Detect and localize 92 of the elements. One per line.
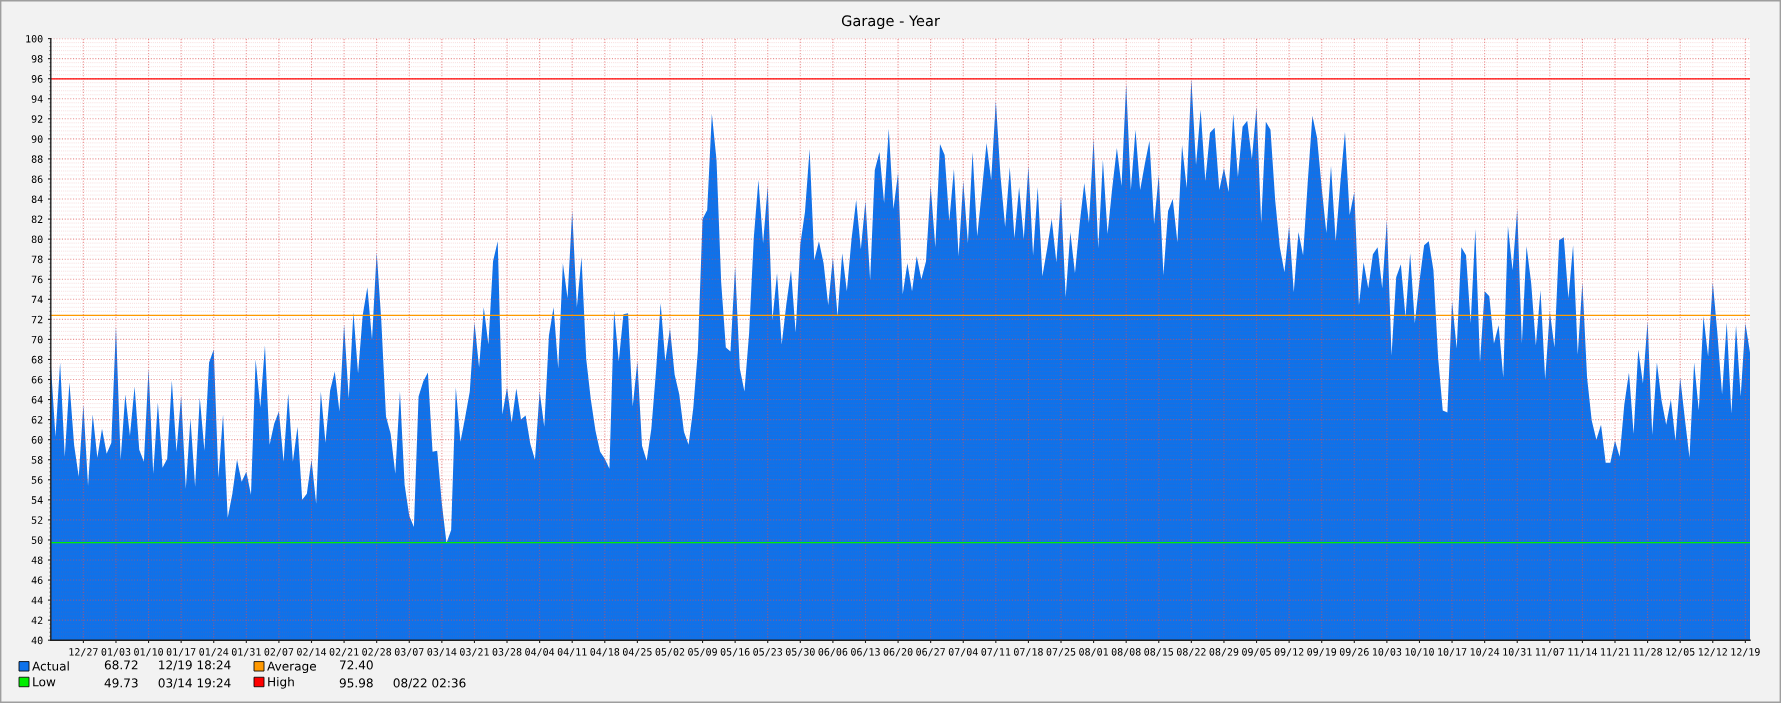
- x-tick-label: 05/30: [785, 648, 815, 657]
- y-tick-label: 78: [31, 255, 43, 264]
- x-tick-label: 03/28: [492, 648, 522, 657]
- x-tick-label: 01/24: [199, 648, 229, 657]
- y-tick-label: 82: [31, 215, 43, 224]
- y-tick-label: 92: [31, 115, 43, 123]
- x-tick-label: 03/07: [394, 648, 424, 657]
- x-tick-label: 01/17: [166, 648, 196, 657]
- x-tick-label: 01/31: [231, 648, 261, 657]
- x-tick-label: 11/28: [1633, 648, 1662, 657]
- x-tick-label: 05/23: [753, 648, 783, 657]
- x-tick-label: 07/25: [1046, 648, 1076, 657]
- x-tick-label: 08/08: [1111, 648, 1141, 657]
- x-tick-label: 11/21: [1601, 648, 1630, 657]
- x-tick-label: 06/06: [818, 648, 848, 657]
- x-tick-label: 09/12: [1274, 648, 1304, 657]
- x-tick-label: 10/31: [1503, 648, 1532, 657]
- x-tick-label: 08/15: [1144, 648, 1174, 657]
- y-tick-label: 46: [31, 576, 43, 585]
- y-tick-label: 58: [31, 456, 43, 464]
- x-tick-label: 01/10: [134, 648, 163, 657]
- y-tick-label: 64: [31, 395, 43, 404]
- y-tick-label: 50: [31, 536, 43, 544]
- x-tick-label: 10/24: [1470, 648, 1500, 657]
- x-tick-label: 12/19: [1731, 648, 1760, 657]
- x-tick-label: 05/16: [720, 648, 750, 657]
- y-tick-label: 42: [31, 616, 43, 624]
- chart-title: Garage - Year: [841, 15, 940, 30]
- x-tick-label: 12/27: [69, 648, 98, 657]
- y-tick-label: 74: [31, 295, 43, 304]
- y-tick-label: 86: [31, 175, 43, 183]
- x-tick-label: 03/21: [460, 648, 489, 657]
- text: 68.72 12/19 18:24: [104, 660, 231, 671]
- y-tick-label: 54: [31, 496, 43, 504]
- y-tick-label: 40: [31, 636, 43, 645]
- x-tick-label: 04/25: [622, 648, 652, 657]
- x-tick-label: 08/29: [1209, 648, 1239, 657]
- y-tick-label: 56: [31, 476, 43, 484]
- text: 95.98 08/22 02:36: [339, 678, 466, 689]
- x-tick-label: 08/22: [1176, 648, 1206, 657]
- x-tick-label: 04/11: [557, 648, 587, 657]
- x-tick-label: 02/07: [264, 648, 294, 657]
- legend-label: Low: [33, 677, 56, 687]
- x-tick-label: 09/26: [1339, 648, 1369, 657]
- y-tick-label: 84: [31, 195, 43, 203]
- x-tick-label: 11/07: [1535, 648, 1565, 657]
- y-tick-label: 66: [31, 375, 43, 384]
- y-tick-label: 90: [31, 135, 43, 143]
- y-tick-label: 68: [31, 355, 43, 364]
- y-tick-label: 52: [31, 516, 43, 524]
- x-tick-label: 02/21: [329, 648, 359, 657]
- x-tick-label: 02/14: [297, 648, 327, 657]
- y-tick-label: 80: [31, 235, 43, 244]
- x-tick-label: 05/02: [655, 648, 685, 657]
- x-tick-label: 10/10: [1405, 648, 1434, 657]
- y-tick-label: 96: [31, 75, 43, 83]
- text: 72.40: [339, 660, 373, 670]
- x-tick-label: 09/19: [1307, 648, 1337, 657]
- y-tick-label: 48: [31, 556, 43, 564]
- x-tick-label: 07/18: [1014, 648, 1043, 657]
- x-tick-label: 05/09: [688, 648, 717, 657]
- x-tick-label: 12/12: [1698, 648, 1727, 657]
- y-tick-label: 100: [26, 35, 43, 43]
- y-tick-label: 98: [31, 55, 43, 63]
- x-tick-label: 12/05: [1666, 648, 1695, 657]
- x-tick-label: 04/04: [525, 648, 555, 657]
- x-tick-label: 10/03: [1373, 648, 1402, 657]
- y-tick-label: 76: [31, 275, 43, 284]
- text: 49.73 03/14 19:24: [104, 678, 231, 689]
- y-tick-label: 60: [31, 436, 43, 444]
- series-label: Actual: [32, 661, 69, 671]
- x-tick-label: 08/01: [1079, 648, 1108, 657]
- x-tick-label: 06/20: [883, 648, 913, 657]
- y-tick-label: 44: [31, 596, 43, 604]
- x-tick-label: 10/17: [1438, 648, 1467, 657]
- x-tick-label: 06/13: [851, 648, 880, 657]
- legend-label: Average: [267, 661, 317, 674]
- y-tick-label: 72: [31, 315, 43, 324]
- y-tick-label: 88: [31, 155, 43, 163]
- x-tick-label: 01/03: [101, 648, 131, 657]
- legend-label: High: [268, 676, 294, 689]
- x-tick-label: 02/28: [362, 648, 392, 657]
- x-tick-label: 03/14: [427, 648, 457, 657]
- x-tick-label: 04/18: [590, 648, 620, 657]
- y-tick-label: 70: [31, 335, 43, 344]
- x-tick-label: 07/04: [948, 648, 978, 657]
- x-tick-label: 06/27: [916, 648, 945, 657]
- x-tick-label: 09/05: [1242, 648, 1271, 657]
- x-tick-label: 11/14: [1568, 648, 1597, 657]
- x-tick-label: 07/11: [981, 648, 1011, 657]
- y-tick-label: 94: [31, 95, 43, 103]
- y-tick-label: 62: [31, 416, 43, 424]
